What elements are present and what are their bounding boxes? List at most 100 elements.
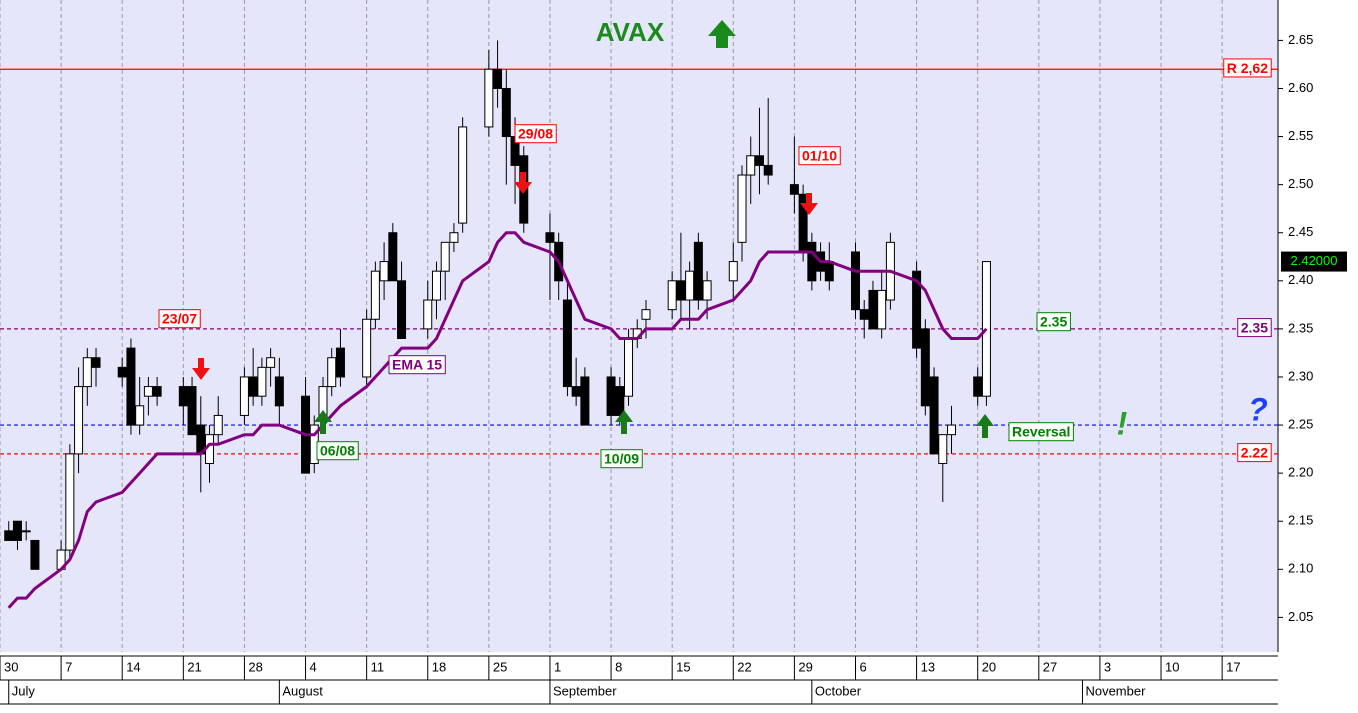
candle-body (850, 251, 860, 311)
candle-body (693, 241, 703, 301)
x-tick-label: 6 (859, 659, 866, 674)
candle-body (135, 405, 145, 426)
x-tick-label: 14 (126, 659, 140, 674)
candle-body (21, 530, 31, 533)
candle-body (274, 376, 284, 407)
arrows (192, 20, 994, 438)
legend-label: EMA 15 (392, 357, 442, 373)
candle-body (824, 261, 834, 282)
candle-body (257, 366, 267, 397)
candle-body (615, 386, 625, 416)
candle-body (91, 357, 101, 368)
candle-body (877, 289, 887, 330)
candle-body (213, 414, 223, 436)
candle-body (702, 280, 712, 301)
annotation-box (316, 441, 359, 461)
x-tick-label: 28 (248, 659, 262, 674)
candle-body (370, 270, 380, 320)
signal-mark: ! (1117, 405, 1128, 441)
signal-mark: ? (1248, 391, 1268, 427)
candle-body (152, 386, 162, 397)
candle-body (571, 386, 581, 397)
legend-box (388, 355, 446, 375)
up-arrow (708, 20, 736, 48)
candle-body (676, 280, 686, 301)
x-tick-label: 13 (921, 659, 935, 674)
candle-body (30, 539, 40, 570)
x-tick-label: 7 (65, 659, 72, 674)
candle-body (4, 530, 14, 541)
candle-body (606, 376, 616, 416)
candle-body (763, 164, 773, 176)
annotation: 2.35 (1040, 314, 1067, 330)
up-arrow (976, 414, 994, 438)
down-arrow (514, 172, 532, 194)
up-arrow (615, 410, 633, 434)
candle-body (580, 376, 590, 426)
candle-body (12, 520, 22, 541)
level-label: 2.35 (1241, 320, 1268, 336)
level-label-box (1237, 318, 1272, 338)
x-tick-label: 3 (1104, 659, 1111, 674)
ema-line (7, 231, 988, 609)
candle-body (807, 241, 817, 282)
y-tick-label: 2.30 (1288, 368, 1313, 383)
annotation: 01/10 (802, 148, 837, 164)
y-tick-label: 2.15 (1288, 513, 1313, 528)
candle-body (501, 87, 511, 138)
up-arrow (314, 410, 332, 434)
candle-body (327, 357, 337, 388)
annotation: Reversal (1012, 424, 1070, 440)
annotation: 10/09 (604, 451, 639, 467)
indicator-lines (7, 231, 988, 609)
candle-body (912, 270, 922, 349)
candle-body (187, 386, 197, 436)
x-tick-label: 20 (982, 659, 996, 674)
x-tick-label: 10 (1165, 659, 1179, 674)
x-tick-label: 29 (798, 659, 812, 674)
candle-body (938, 434, 948, 465)
candle-body (493, 68, 503, 89)
down-arrow (800, 193, 818, 215)
candle-body (117, 366, 127, 378)
candle-body (973, 376, 983, 397)
candle-body (388, 232, 398, 282)
annotation: 23/07 (162, 311, 197, 327)
y-tick-label: 2.60 (1288, 80, 1313, 95)
level-label: R 2,62 (1227, 60, 1268, 76)
candle-body (362, 318, 372, 378)
x-tick-label: 17 (1226, 659, 1240, 674)
month-label: November (1085, 683, 1146, 698)
candle-body (126, 347, 136, 426)
chart-title: AVAX (596, 17, 665, 47)
last-price-box (1281, 251, 1347, 272)
x-tick-label: 11 (371, 659, 385, 674)
annotation-box (1008, 422, 1074, 442)
y-tick-label: 2.35 (1288, 320, 1313, 335)
x-tick-label: 27 (1043, 659, 1057, 674)
y-tick-label: 2.25 (1288, 416, 1313, 431)
candle-body (74, 386, 84, 455)
candle-body (920, 328, 930, 407)
y-tick-label: 2.20 (1288, 465, 1313, 480)
annotation-box (158, 309, 201, 329)
x-tick-label: 25 (493, 659, 507, 674)
candle-body (266, 357, 276, 368)
y-tick-label: 2.50 (1288, 176, 1313, 191)
level-label-box (1223, 58, 1272, 78)
candle-body (737, 174, 747, 243)
candle-body (929, 376, 939, 455)
annotation-box (798, 146, 841, 166)
candle-body (947, 424, 957, 436)
candle-body (624, 338, 634, 397)
y-tick-label: 2.65 (1288, 32, 1313, 47)
x-tick-label: 18 (432, 659, 446, 674)
y-tick-label: 2.55 (1288, 128, 1313, 143)
x-tick-label: 4 (310, 659, 317, 674)
y-tick-label: 2.10 (1288, 561, 1313, 576)
candle-body (449, 232, 459, 243)
candle-body (335, 347, 345, 378)
month-label: July (12, 683, 36, 698)
annotation-box (1036, 312, 1071, 332)
